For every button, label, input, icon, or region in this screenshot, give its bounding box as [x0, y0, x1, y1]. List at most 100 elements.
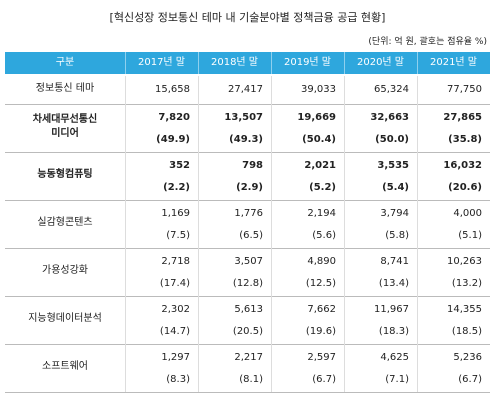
col-divider: [271, 248, 272, 296]
row-divider: [5, 296, 490, 297]
row-divider: [5, 248, 490, 249]
share: (13.4): [378, 278, 409, 289]
share: (49.9): [156, 134, 190, 145]
header-cell: 2019년 말: [283, 57, 332, 68]
col-divider: [417, 152, 418, 200]
col-divider: [125, 152, 126, 200]
share: (14.7): [159, 326, 190, 337]
share: (50.4): [302, 134, 336, 145]
value: 39,033: [301, 84, 336, 95]
col-divider: [198, 200, 199, 248]
share: (6.7): [312, 374, 336, 385]
col-divider: [344, 296, 345, 344]
share: (18.3): [378, 326, 409, 337]
share: (12.5): [305, 278, 336, 289]
col-divider: [271, 104, 272, 152]
value: 2,217: [234, 352, 263, 363]
value: 8,741: [380, 256, 409, 267]
col-divider: [417, 76, 418, 104]
value: 1,776: [234, 208, 263, 219]
value: 3,535: [377, 160, 409, 171]
col-divider: [344, 344, 345, 392]
row-label: 능동형컴퓨팅: [37, 169, 93, 180]
col-divider: [198, 344, 199, 392]
value: 16,032: [443, 160, 482, 171]
col-divider: [417, 248, 418, 296]
col-divider: [198, 104, 199, 152]
col-divider: [417, 52, 418, 74]
value: 7,820: [158, 112, 190, 123]
value: 27,417: [228, 84, 263, 95]
col-divider: [417, 104, 418, 152]
col-divider: [125, 52, 126, 74]
value: 2,718: [161, 256, 190, 267]
col-divider: [344, 76, 345, 104]
value: 2,021: [304, 160, 336, 171]
col-divider: [271, 52, 272, 74]
share: (7.5): [166, 230, 190, 241]
header-bg: [5, 52, 490, 74]
col-divider: [417, 296, 418, 344]
header-cell: 2021년 말: [429, 57, 478, 68]
share: (13.2): [451, 278, 482, 289]
col-divider: [417, 200, 418, 248]
share: (50.0): [375, 134, 409, 145]
unit-note: (단위: 억 원, 괄호는 점유율 %): [368, 37, 487, 47]
col-divider: [125, 104, 126, 152]
value: 10,263: [447, 256, 482, 267]
row-label: 차세대무선통신: [32, 114, 98, 125]
col-divider: [198, 52, 199, 74]
col-divider: [198, 248, 199, 296]
row-label: 지능형데이터분석: [28, 313, 102, 324]
col-divider: [344, 104, 345, 152]
share: (17.4): [159, 278, 190, 289]
value: 2,597: [307, 352, 336, 363]
title: [혁신성장 정보통신 테마 내 기술분야별 정책금융 공급 현황]: [109, 11, 386, 24]
row-divider: [5, 152, 490, 153]
header-cell: 구분: [55, 57, 75, 68]
value: 2,194: [307, 208, 336, 219]
col-divider: [125, 296, 126, 344]
share: (49.3): [229, 134, 263, 145]
share: (7.1): [385, 374, 409, 385]
row-label: 실감형콘텐츠: [37, 217, 93, 228]
col-divider: [271, 296, 272, 344]
header-cell: 2018년 말: [210, 57, 259, 68]
col-divider: [271, 152, 272, 200]
row-divider: [5, 392, 490, 393]
value: 32,663: [370, 112, 409, 123]
value: 3,507: [234, 256, 263, 267]
row-label: 가용성강화: [42, 265, 88, 276]
share: (18.5): [451, 326, 482, 337]
col-divider: [271, 76, 272, 104]
value: 798: [242, 160, 263, 171]
value: 77,750: [447, 84, 482, 95]
col-divider: [344, 52, 345, 74]
share: (35.8): [448, 134, 482, 145]
col-divider: [271, 344, 272, 392]
value: 4,890: [307, 256, 336, 267]
value: 27,865: [443, 112, 482, 123]
header-cell: 2020년 말: [356, 57, 405, 68]
col-divider: [125, 200, 126, 248]
share: (8.3): [166, 374, 190, 385]
value: 4,625: [380, 352, 409, 363]
col-divider: [198, 152, 199, 200]
row-divider: [5, 104, 490, 105]
share: (5.2): [309, 182, 336, 193]
share: (20.6): [448, 182, 482, 193]
share: (2.2): [163, 182, 190, 193]
share: (8.1): [239, 374, 263, 385]
value: 3,794: [380, 208, 409, 219]
value: 11,967: [374, 304, 409, 315]
col-divider: [417, 344, 418, 392]
col-divider: [344, 152, 345, 200]
share: (6.5): [239, 230, 263, 241]
share: (12.8): [232, 278, 263, 289]
share: (5.4): [382, 182, 409, 193]
value: 352: [169, 160, 190, 171]
col-divider: [198, 76, 199, 104]
value: 4,000: [453, 208, 482, 219]
share: (19.6): [305, 326, 336, 337]
